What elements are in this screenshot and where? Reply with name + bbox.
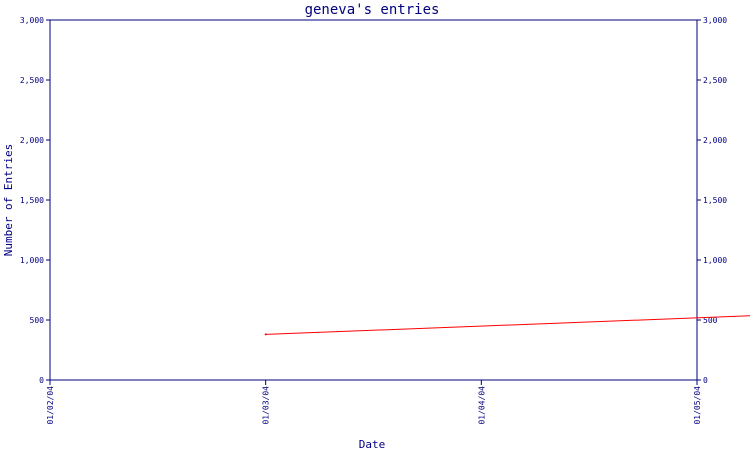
chart-title: geneva's entries [305, 2, 440, 18]
y-tick-label-left: 0 [39, 376, 44, 385]
y-tick-label-right: 1,000 [703, 256, 727, 265]
y-tick-label-left: 2,500 [20, 76, 44, 85]
y-tick-label-right: 500 [703, 316, 718, 325]
y-axis-right: 0 500 1,000 1,500 2,000 2,500 3,000 [697, 16, 727, 385]
y-tick-label-right: 2,500 [703, 76, 727, 85]
y-tick-label-right: 2,000 [703, 136, 727, 145]
series-line [265, 315, 750, 335]
y-tick-label-left: 2,000 [20, 136, 44, 145]
y-tick-label-left: 1,500 [20, 196, 44, 205]
x-tick-label: 01/02/04 [46, 386, 55, 425]
x-axis: 01/02/04 01/03/04 01/04/04 01/05/04 [46, 380, 702, 425]
y-tick-label-left: 500 [30, 316, 45, 325]
data-point [264, 333, 267, 336]
plot-area [49, 19, 698, 381]
y-tick-label-right: 1,500 [703, 196, 727, 205]
y-axis-left: 0 500 1,000 1,500 2,000 2,500 3,000 [20, 16, 50, 385]
y-tick-label-left: 1,000 [20, 256, 44, 265]
y-axis-label: Number of Entries [2, 144, 15, 257]
x-tick-label: 01/03/04 [262, 386, 271, 425]
x-tick-label: 01/05/04 [693, 386, 702, 425]
series-group [264, 315, 750, 336]
y-tick-label-right: 3,000 [703, 16, 727, 25]
x-axis-label: Date [359, 438, 386, 450]
y-tick-label-right: 0 [703, 376, 708, 385]
x-tick-label: 01/04/04 [477, 386, 486, 425]
y-tick-label-left: 3,000 [20, 16, 44, 25]
